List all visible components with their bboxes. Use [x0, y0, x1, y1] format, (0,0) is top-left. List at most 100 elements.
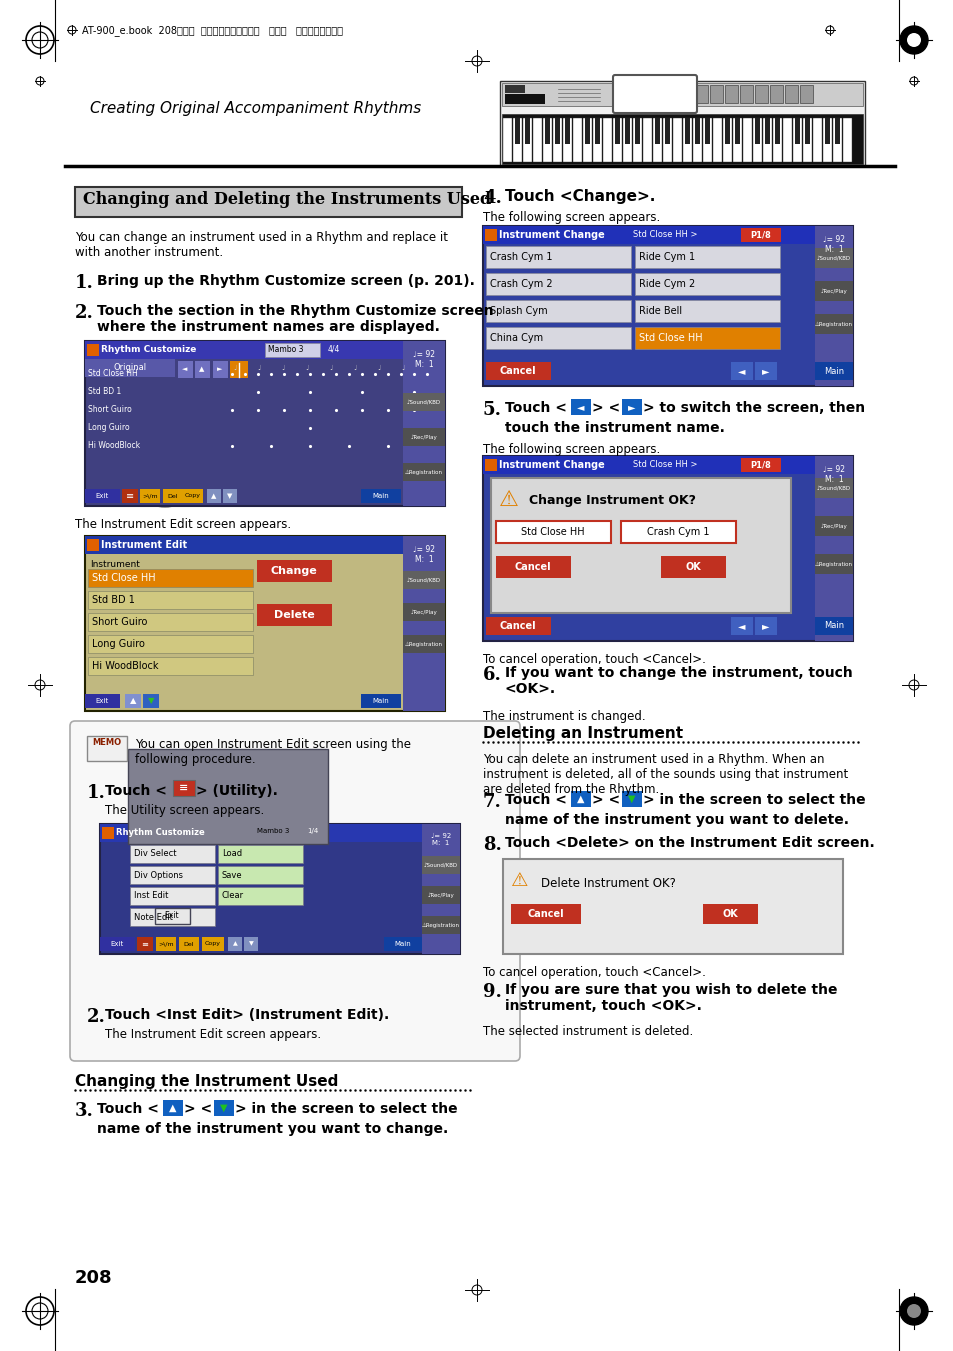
- Text: 208: 208: [75, 1269, 112, 1288]
- Text: Std BD 1: Std BD 1: [88, 388, 121, 396]
- Bar: [502, 118, 512, 162]
- Bar: [360, 489, 400, 503]
- Bar: [740, 85, 752, 103]
- Bar: [154, 908, 190, 924]
- Bar: [660, 557, 725, 578]
- Bar: [88, 657, 253, 676]
- Bar: [85, 536, 402, 554]
- Text: Touch <Delete> on the Instrument Edit screen.: Touch <Delete> on the Instrument Edit sc…: [504, 836, 874, 850]
- Text: China Cym: China Cym: [490, 332, 542, 343]
- Text: ◄: ◄: [182, 366, 188, 372]
- Bar: [652, 118, 661, 162]
- Bar: [695, 118, 700, 145]
- Bar: [602, 118, 612, 162]
- Bar: [100, 938, 135, 951]
- Text: If you are sure that you wish to delete the
instrument, touch <OK>.: If you are sure that you wish to delete …: [504, 984, 837, 1013]
- Bar: [421, 916, 459, 934]
- Text: touch the instrument name.: touch the instrument name.: [504, 422, 724, 435]
- Text: ♩: ♩: [233, 365, 236, 372]
- Bar: [421, 886, 459, 904]
- Bar: [633, 118, 641, 162]
- Text: 2.: 2.: [75, 304, 93, 322]
- Text: Std Close HH: Std Close HH: [639, 332, 702, 343]
- Bar: [85, 340, 402, 359]
- Text: Changing and Deleting the Instruments Used: Changing and Deleting the Instruments Us…: [83, 190, 491, 208]
- Bar: [485, 300, 630, 322]
- Bar: [814, 281, 852, 301]
- Text: Splash Cym: Splash Cym: [490, 305, 547, 316]
- Bar: [722, 118, 731, 162]
- Text: Touch <Inst Edit> (Instrument Edit).: Touch <Inst Edit> (Instrument Edit).: [105, 1008, 389, 1021]
- Bar: [764, 118, 769, 145]
- Bar: [421, 857, 459, 874]
- Bar: [684, 118, 689, 145]
- Text: Copy: Copy: [185, 493, 201, 499]
- Text: ▼: ▼: [227, 493, 233, 499]
- Bar: [179, 938, 199, 951]
- Bar: [137, 938, 152, 951]
- Text: You can change an instrument used in a Rhythm and replace it
with another instru: You can change an instrument used in a R…: [75, 231, 448, 259]
- Text: > (Utility).: > (Utility).: [195, 784, 277, 798]
- Text: ≡: ≡: [126, 490, 134, 501]
- Text: Touch <: Touch <: [504, 793, 566, 807]
- Text: Rhythm Customize: Rhythm Customize: [101, 345, 196, 354]
- Text: Ride Bell: Ride Bell: [639, 305, 681, 316]
- Text: P1/8: P1/8: [750, 461, 771, 470]
- Text: name of the instrument you want to change.: name of the instrument you want to chang…: [97, 1121, 448, 1136]
- Text: 1/4: 1/4: [307, 828, 318, 834]
- Text: ▼: ▼: [249, 942, 253, 947]
- Text: ▲: ▲: [169, 1102, 176, 1113]
- Bar: [814, 617, 852, 635]
- Bar: [102, 827, 113, 839]
- Bar: [513, 118, 521, 162]
- Text: Change: Change: [271, 566, 317, 576]
- Text: ♩= 92
M:  1: ♩= 92 M: 1: [413, 544, 435, 565]
- Bar: [522, 118, 532, 162]
- Bar: [504, 95, 544, 104]
- Bar: [254, 825, 305, 840]
- Text: ♪Rec/Play: ♪Rec/Play: [410, 609, 436, 615]
- Text: > <: > <: [592, 793, 619, 807]
- Bar: [702, 118, 711, 162]
- Bar: [635, 327, 780, 349]
- Text: Del: Del: [168, 493, 178, 499]
- Bar: [814, 516, 852, 536]
- Text: Rhythm Customize: Rhythm Customize: [116, 828, 205, 838]
- Text: To cancel operation, touch <Cancel>.: To cancel operation, touch <Cancel>.: [482, 966, 705, 979]
- Bar: [824, 118, 829, 145]
- Text: 6.: 6.: [482, 666, 501, 684]
- Bar: [163, 489, 183, 503]
- Text: ⚠Registration: ⚠Registration: [405, 469, 442, 474]
- Text: ▼: ▼: [220, 1102, 228, 1113]
- Bar: [814, 249, 852, 267]
- Text: Touch the section in the Rhythm Customize screen
where the instrument names are : Touch the section in the Rhythm Customiz…: [97, 304, 493, 334]
- Bar: [87, 345, 99, 357]
- Text: ♪Sound/KBD: ♪Sound/KBD: [407, 400, 440, 404]
- Bar: [256, 604, 332, 626]
- Bar: [709, 85, 722, 103]
- Text: ◄: ◄: [577, 403, 584, 412]
- Bar: [730, 617, 752, 635]
- Text: > in the screen to select the: > in the screen to select the: [234, 1102, 457, 1116]
- Bar: [496, 521, 610, 543]
- Text: ▲: ▲: [212, 493, 216, 499]
- Text: Instrument Change: Instrument Change: [498, 230, 604, 240]
- Bar: [122, 489, 138, 503]
- Bar: [85, 489, 120, 503]
- Text: The Instrument Edit screen appears.: The Instrument Edit screen appears.: [105, 1028, 321, 1042]
- Bar: [256, 561, 332, 582]
- Text: ▲: ▲: [577, 794, 584, 804]
- Text: 1.: 1.: [75, 274, 93, 292]
- Bar: [88, 635, 253, 653]
- Bar: [593, 118, 601, 162]
- Bar: [402, 463, 444, 481]
- Text: Creating Original Accompaniment Rhythms: Creating Original Accompaniment Rhythms: [90, 101, 421, 116]
- Text: Changing the Instrument Used: Changing the Instrument Used: [75, 1074, 338, 1089]
- Bar: [800, 85, 812, 103]
- Bar: [223, 489, 236, 503]
- Text: Long Guiro: Long Guiro: [88, 423, 130, 432]
- Text: Mambo 3: Mambo 3: [256, 828, 289, 834]
- Text: Crash Cym 1: Crash Cym 1: [490, 253, 552, 262]
- Bar: [724, 85, 738, 103]
- Bar: [752, 118, 761, 162]
